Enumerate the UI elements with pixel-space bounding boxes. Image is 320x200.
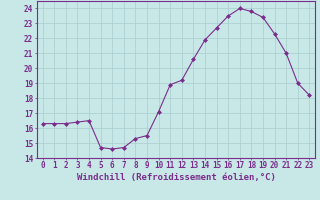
X-axis label: Windchill (Refroidissement éolien,°C): Windchill (Refroidissement éolien,°C): [76, 173, 276, 182]
